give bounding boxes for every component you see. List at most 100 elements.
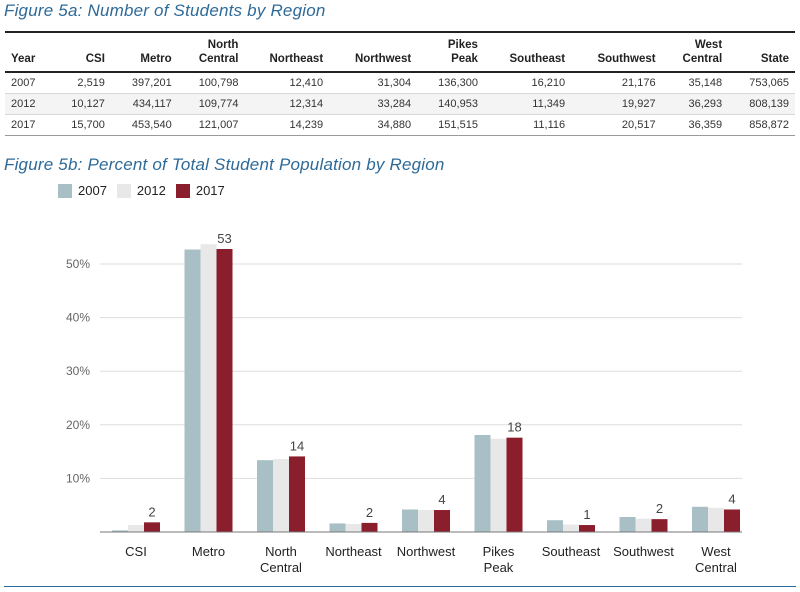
data-label: 4 [728, 491, 735, 506]
legend-label: 2012 [136, 183, 166, 198]
bar [361, 522, 378, 532]
table-cell: 31,304 [329, 72, 418, 94]
bar [579, 525, 595, 532]
x-tick-label: Northeast [325, 544, 382, 559]
data-label: 2 [148, 504, 155, 519]
table-cell: 12,314 [244, 93, 330, 115]
bar [329, 523, 346, 532]
table-header-cell: Pikes Peak [417, 31, 484, 73]
legend-swatch [58, 183, 72, 198]
bar [273, 459, 289, 532]
data-label: 53 [217, 231, 231, 246]
bar [112, 530, 128, 532]
data-label: 14 [290, 438, 304, 453]
table-header-cell: Northeast [244, 31, 330, 73]
legend-item: 2007 [58, 183, 107, 198]
data-label: 1 [583, 507, 590, 522]
bar [200, 244, 217, 532]
bottom-divider [4, 586, 796, 587]
bar [257, 460, 273, 532]
chart-title: Figure 5b: Percent of Total Student Popu… [4, 155, 445, 174]
table-cell: 121,007 [177, 114, 245, 136]
data-label: 18 [507, 420, 521, 435]
bar [651, 519, 668, 532]
table-cell: 151,515 [417, 114, 484, 136]
table-cell: 109,774 [177, 93, 245, 115]
bar [216, 248, 233, 532]
table-header-cell: Southeast [483, 31, 572, 73]
y-tick-label: 50% [66, 257, 90, 271]
y-tick-label: 20% [66, 418, 90, 432]
x-tick-label: CSI [125, 544, 147, 559]
table-cell: 34,880 [329, 114, 418, 136]
table-cell: 753,065 [728, 72, 795, 94]
students-table: Year CSI Metro North Central Northeast Northwe… [5, 31, 795, 136]
table-row: 2007 2,519 397,201 100,798 12,410 31,304 136,3… [5, 72, 795, 94]
table-row: 2017 15,700 453,540 121,007 14,239 34,880 151,… [5, 114, 795, 136]
table-cell: 11,116 [483, 114, 572, 136]
x-tick-label: Peak [484, 560, 514, 575]
table-header-cell: State [728, 31, 795, 73]
table-header-cell: Metro [110, 31, 178, 73]
x-tick-label: West [701, 544, 731, 559]
table-cell: 140,953 [417, 93, 484, 115]
table-title: Figure 5a: Number of Students by Region [4, 1, 326, 20]
bar [474, 434, 491, 532]
chart-legend: 2007 2012 2017 [58, 183, 225, 198]
bar [506, 437, 523, 532]
y-tick-label: 30% [66, 364, 90, 378]
y-tick-label: 40% [66, 311, 90, 325]
bar [547, 520, 563, 532]
table-cell: 808,139 [728, 93, 795, 115]
data-label: 4 [438, 492, 445, 507]
table-cell: 14,239 [244, 114, 330, 136]
table-cell: 11,349 [483, 93, 572, 115]
y-tick-label: 10% [66, 471, 90, 485]
table-cell: 10,127 [52, 93, 111, 115]
bar [434, 510, 450, 532]
table-header-row: Year CSI Metro North Central Northeast Northwe… [5, 31, 795, 73]
legend-label: 2017 [195, 183, 225, 198]
bar [708, 507, 724, 532]
bar [724, 509, 740, 532]
x-tick-label: Central [695, 560, 737, 575]
table-cell: 136,300 [417, 72, 484, 94]
table-header-cell: West Central [661, 31, 729, 73]
table-cell: 35,148 [661, 72, 729, 94]
bar [128, 525, 144, 532]
bar [619, 516, 636, 532]
x-tick-label: Northwest [397, 544, 456, 559]
bar [184, 249, 201, 532]
bar [635, 518, 652, 532]
table-cell: 36,359 [661, 114, 729, 136]
table-header-cell: Year [5, 31, 53, 73]
data-label: 2 [366, 505, 373, 520]
legend-swatch [116, 183, 131, 198]
x-tick-label: Southwest [613, 544, 674, 559]
legend-item: 2017 [175, 183, 225, 198]
bar [289, 456, 305, 532]
table-cell: 858,872 [728, 114, 795, 136]
bar [490, 438, 507, 532]
table-cell: 16,210 [483, 72, 572, 94]
table-cell: 453,540 [110, 114, 178, 136]
bar [563, 524, 579, 532]
table-cell: 2012 [5, 93, 53, 115]
table-header-cell: Northwest [329, 31, 418, 73]
table-header-cell: Southwest [571, 31, 662, 73]
table-cell: 15,700 [52, 114, 111, 136]
bar [402, 509, 418, 532]
table-cell: 2017 [5, 114, 53, 136]
bar [418, 510, 434, 532]
table-cell: 2007 [5, 72, 53, 94]
x-tick-label: Metro [192, 544, 225, 559]
table-cell: 12,410 [244, 72, 330, 94]
legend-label: 2007 [78, 183, 107, 198]
legend-item: 2012 [116, 183, 166, 198]
table-cell: 19,927 [571, 93, 662, 115]
table-cell: 434,117 [110, 93, 178, 115]
x-tick-label: Pikes [483, 544, 515, 559]
table-header-cell: North Central [177, 31, 245, 73]
table-header-cell: CSI [52, 31, 111, 73]
table-cell: 36,293 [661, 93, 729, 115]
